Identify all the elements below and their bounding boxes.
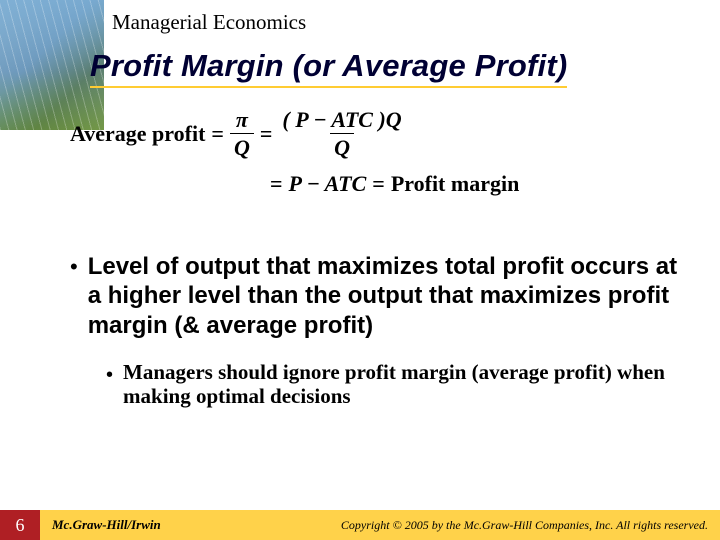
formula-row-1: Average profit = π Q = ( P − ATC )Q Q — [70, 108, 690, 159]
bullet-sub: • Managers should ignore profit margin (… — [106, 360, 680, 409]
bullet-dot-icon: • — [70, 254, 78, 280]
publisher-label: Mc.Graw-Hill/Irwin — [52, 517, 161, 533]
slide-title: Profit Margin (or Average Profit) — [90, 46, 708, 88]
equals-sign: = — [211, 121, 224, 147]
p-minus-atc-text: P − ATC — [289, 171, 367, 197]
avg-profit-label: Average profit — [70, 121, 205, 147]
copyright-text: Copyright © 2005 by the Mc.Graw-Hill Com… — [341, 518, 708, 533]
course-label: Managerial Economics — [112, 10, 306, 35]
formula-block: Average profit = π Q = ( P − ATC )Q Q = … — [70, 108, 690, 197]
equals-sign-2: = — [260, 121, 273, 147]
equals-sign-4: = — [372, 171, 385, 197]
denominator-q: Q — [230, 133, 254, 159]
slide-number: 6 — [0, 510, 40, 540]
bullet-dot-icon: • — [106, 363, 113, 387]
fraction-pi-over-q: π Q — [230, 108, 254, 159]
bullet-list: • Level of output that maximizes total p… — [70, 252, 680, 409]
profit-margin-label: Profit margin — [391, 171, 520, 197]
footer-bar: 6 Mc.Graw-Hill/Irwin Copyright © 2005 by… — [0, 510, 720, 540]
title-text: Profit Margin (or Average Profit) — [90, 46, 567, 88]
equals-sign-3: = — [270, 171, 283, 197]
bullet-main-text: Level of output that maximizes total pro… — [88, 252, 680, 340]
numerator-p-atc-q: ( P − ATC )Q — [278, 108, 405, 133]
numerator-pi: π — [232, 108, 252, 133]
fraction-p-atc-q-over-q: ( P − ATC )Q Q — [278, 108, 405, 159]
bullet-sub-text: Managers should ignore profit margin (av… — [123, 360, 680, 409]
bullet-main: • Level of output that maximizes total p… — [70, 252, 680, 340]
denominator-q-2: Q — [330, 133, 354, 159]
formula-row-2: = P − ATC = Profit margin — [270, 171, 690, 197]
footer-content: Mc.Graw-Hill/Irwin Copyright © 2005 by t… — [40, 510, 720, 540]
